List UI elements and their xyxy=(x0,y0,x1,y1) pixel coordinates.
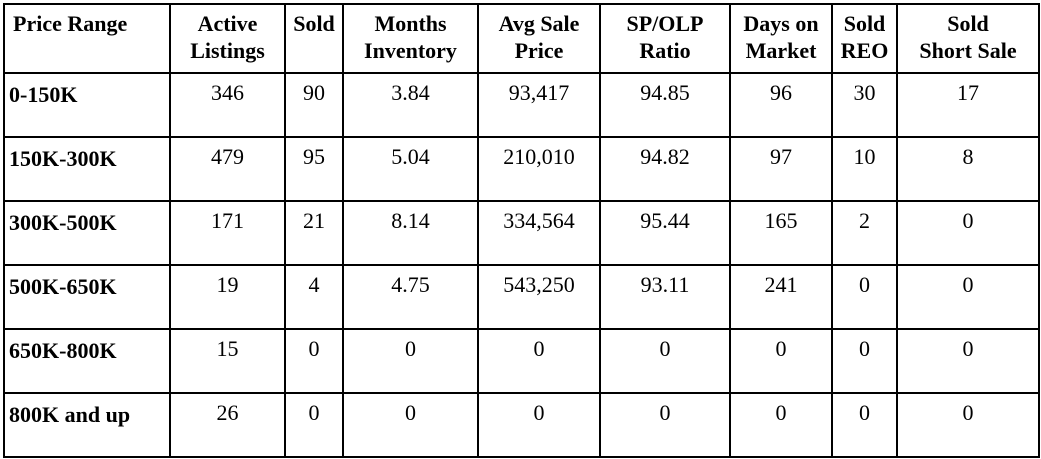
header-avg-sale-price-line2: Price xyxy=(514,38,564,63)
table-row: 0-150K 346 90 3.84 93,417 94.85 96 30 17 xyxy=(3,72,1040,138)
cell-price-range: 500K-650K xyxy=(3,264,171,330)
cell-price-range: 800K and up xyxy=(3,392,171,458)
header-row: Price Range Active Listings Sold Months In… xyxy=(3,3,1040,74)
header-sp-olp-ratio-line2: Ratio xyxy=(639,38,691,63)
header-sold-short-sale-line2: Short Sale xyxy=(919,38,1017,63)
header-sp-olp-ratio: SP/OLP Ratio xyxy=(599,3,731,74)
cell-avg-sale-price: 334,564 xyxy=(477,200,601,266)
cell-active-listings: 15 xyxy=(169,328,286,394)
cell-price-range: 650K-800K xyxy=(3,328,171,394)
table-row: 500K-650K 19 4 4.75 543,250 93.11 241 0 … xyxy=(3,264,1040,330)
cell-avg-sale-price: 210,010 xyxy=(477,136,601,202)
cell-active-listings: 346 xyxy=(169,72,286,138)
cell-active-listings: 171 xyxy=(169,200,286,266)
cell-avg-sale-price: 0 xyxy=(477,392,601,458)
cell-sold-reo: 30 xyxy=(831,72,898,138)
cell-sold: 90 xyxy=(284,72,344,138)
header-active-listings-line2: Listings xyxy=(190,38,265,63)
cell-active-listings: 26 xyxy=(169,392,286,458)
cell-days-on-market: 0 xyxy=(729,392,833,458)
cell-sold-short-sale: 17 xyxy=(896,72,1040,138)
cell-sp-olp-ratio: 94.82 xyxy=(599,136,731,202)
cell-avg-sale-price: 93,417 xyxy=(477,72,601,138)
cell-days-on-market: 241 xyxy=(729,264,833,330)
cell-sold-reo: 0 xyxy=(831,264,898,330)
cell-months-inventory: 4.75 xyxy=(342,264,479,330)
table-row: 800K and up 26 0 0 0 0 0 0 0 xyxy=(3,392,1040,458)
header-sold-label: Sold xyxy=(293,11,335,36)
header-avg-sale-price: Avg Sale Price xyxy=(477,3,601,74)
cell-sold-short-sale: 8 xyxy=(896,136,1040,202)
cell-sold-short-sale: 0 xyxy=(896,200,1040,266)
cell-active-listings: 479 xyxy=(169,136,286,202)
header-sold-reo-line1: Sold xyxy=(843,11,886,36)
cell-sold-short-sale: 0 xyxy=(896,392,1040,458)
header-days-on-market: Days on Market xyxy=(729,3,833,74)
cell-months-inventory: 8.14 xyxy=(342,200,479,266)
header-months-inventory: Months Inventory xyxy=(342,3,479,74)
cell-sold-reo: 10 xyxy=(831,136,898,202)
cell-months-inventory: 0 xyxy=(342,392,479,458)
header-avg-sale-price-line1: Avg Sale xyxy=(498,11,580,36)
header-months-inventory-line2: Inventory xyxy=(364,38,457,63)
cell-price-range: 0-150K xyxy=(3,72,171,138)
cell-sold: 21 xyxy=(284,200,344,266)
header-days-on-market-line2: Market xyxy=(745,38,817,63)
table-row: 650K-800K 15 0 0 0 0 0 0 0 xyxy=(3,328,1040,394)
cell-sold-short-sale: 0 xyxy=(896,264,1040,330)
header-sold-short-sale: Sold Short Sale xyxy=(896,3,1040,74)
header-price-range-label: Price Range xyxy=(13,11,128,36)
cell-months-inventory: 5.04 xyxy=(342,136,479,202)
cell-days-on-market: 165 xyxy=(729,200,833,266)
header-active-listings: Active Listings xyxy=(169,3,286,74)
cell-days-on-market: 96 xyxy=(729,72,833,138)
header-sold-short-sale-line1: Sold xyxy=(947,11,989,36)
header-sold-reo: Sold REO xyxy=(831,3,898,74)
header-price-range: Price Range xyxy=(3,3,171,74)
header-sp-olp-ratio-line1: SP/OLP xyxy=(626,11,704,36)
cell-sp-olp-ratio: 95.44 xyxy=(599,200,731,266)
cell-price-range: 300K-500K xyxy=(3,200,171,266)
cell-sold-short-sale: 0 xyxy=(896,328,1040,394)
cell-sold: 0 xyxy=(284,328,344,394)
header-days-on-market-line1: Days on xyxy=(743,11,819,36)
cell-sp-olp-ratio: 0 xyxy=(599,392,731,458)
cell-months-inventory: 0 xyxy=(342,328,479,394)
cell-sold-reo: 0 xyxy=(831,392,898,458)
cell-active-listings: 19 xyxy=(169,264,286,330)
cell-days-on-market: 0 xyxy=(729,328,833,394)
cell-sp-olp-ratio: 94.85 xyxy=(599,72,731,138)
header-sold: Sold xyxy=(284,3,344,74)
cell-sold-reo: 2 xyxy=(831,200,898,266)
header-sold-reo-line2: REO xyxy=(840,38,889,63)
cell-days-on-market: 97 xyxy=(729,136,833,202)
cell-avg-sale-price: 543,250 xyxy=(477,264,601,330)
cell-sold: 0 xyxy=(284,392,344,458)
cell-price-range: 150K-300K xyxy=(3,136,171,202)
cell-sold: 4 xyxy=(284,264,344,330)
price-range-table: Price Range Active Listings Sold Months In… xyxy=(3,3,1040,458)
table-row: 300K-500K 171 21 8.14 334,564 95.44 165 … xyxy=(3,200,1040,266)
cell-sold: 95 xyxy=(284,136,344,202)
cell-sp-olp-ratio: 93.11 xyxy=(599,264,731,330)
cell-sold-reo: 0 xyxy=(831,328,898,394)
header-active-listings-line1: Active xyxy=(197,11,258,36)
table-row: 150K-300K 479 95 5.04 210,010 94.82 97 1… xyxy=(3,136,1040,202)
cell-sp-olp-ratio: 0 xyxy=(599,328,731,394)
cell-months-inventory: 3.84 xyxy=(342,72,479,138)
header-months-inventory-line1: Months xyxy=(374,11,447,36)
cell-avg-sale-price: 0 xyxy=(477,328,601,394)
